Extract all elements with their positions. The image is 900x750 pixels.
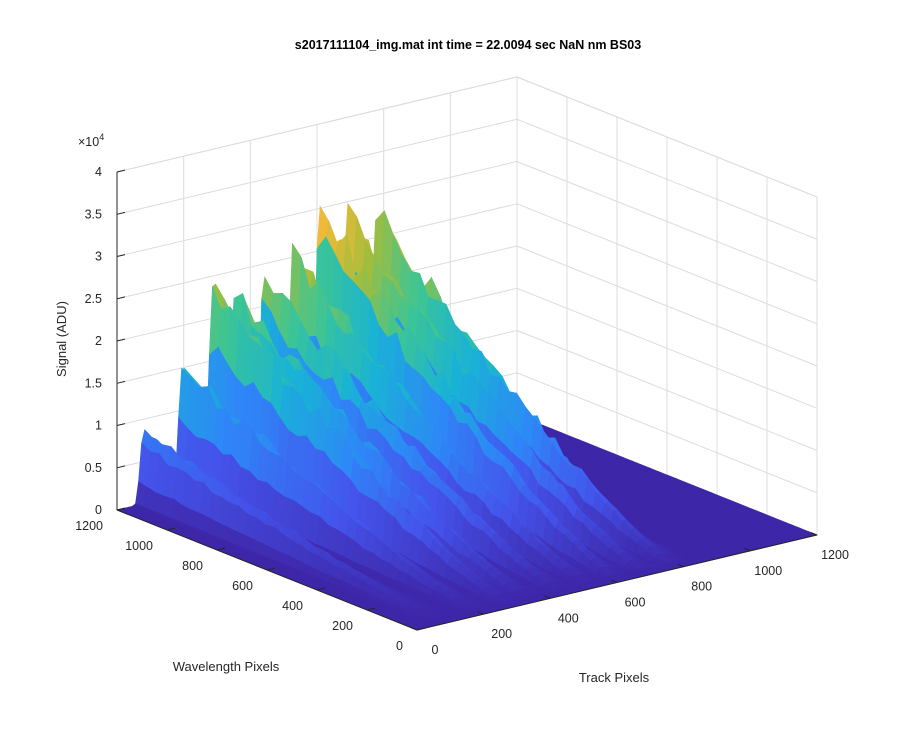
side-wall-gridline-z (516, 330, 818, 451)
z-tick-label: 1.5 (85, 376, 102, 390)
y-tick-label: 400 (282, 599, 303, 613)
z-tick-label: 4 (95, 165, 102, 179)
side-top-edge (516, 76, 818, 198)
chart-title: s2017111104_img.mat int time = 22.0094 s… (295, 38, 641, 52)
x-tick-label: 1000 (754, 564, 782, 578)
x-tick-label: 1200 (821, 548, 849, 562)
z-tick-label: 1 (95, 419, 102, 433)
side-wall-gridline-z (516, 245, 818, 367)
z-tick-label: 0.5 (85, 461, 102, 475)
z-tick-label: 2 (95, 334, 102, 348)
y-axis-label: Wavelength Pixels (173, 659, 280, 674)
x-tick-label: 800 (691, 580, 712, 594)
side-wall-gridline-z (516, 203, 818, 325)
x-tick-label: 200 (491, 627, 512, 641)
side-wall-gridline-z (516, 118, 818, 240)
z-axis-label: Signal (ADU) (54, 301, 69, 377)
side-wall-gridline-z (516, 287, 818, 409)
y-tick-label: 600 (232, 579, 253, 593)
side-wall-gridline-z (516, 161, 818, 282)
back-top-edge (116, 76, 518, 173)
y-tick-label: 800 (182, 559, 203, 573)
side-wall-gridline-z (516, 372, 818, 494)
x-tick-label: 0 (432, 643, 439, 657)
y-tick-label: 1200 (75, 519, 103, 533)
x-tick-label: 400 (558, 611, 579, 625)
y-tick-label: 1000 (125, 539, 153, 553)
y-tick-label: 0 (396, 639, 403, 653)
surface-layer (115, 202, 819, 631)
back-wall-gridline-z (116, 161, 518, 257)
z-tick-label: 2.5 (85, 292, 102, 306)
z-tick-label: 3.5 (85, 207, 102, 221)
z-tick-label: 3 (95, 250, 102, 264)
z-tick-label: 0 (95, 503, 102, 517)
x-axis-label: Track Pixels (579, 670, 650, 685)
back-wall-gridline-z (116, 118, 518, 215)
y-tick-label: 200 (332, 619, 353, 633)
x-tick-label: 600 (625, 596, 646, 610)
